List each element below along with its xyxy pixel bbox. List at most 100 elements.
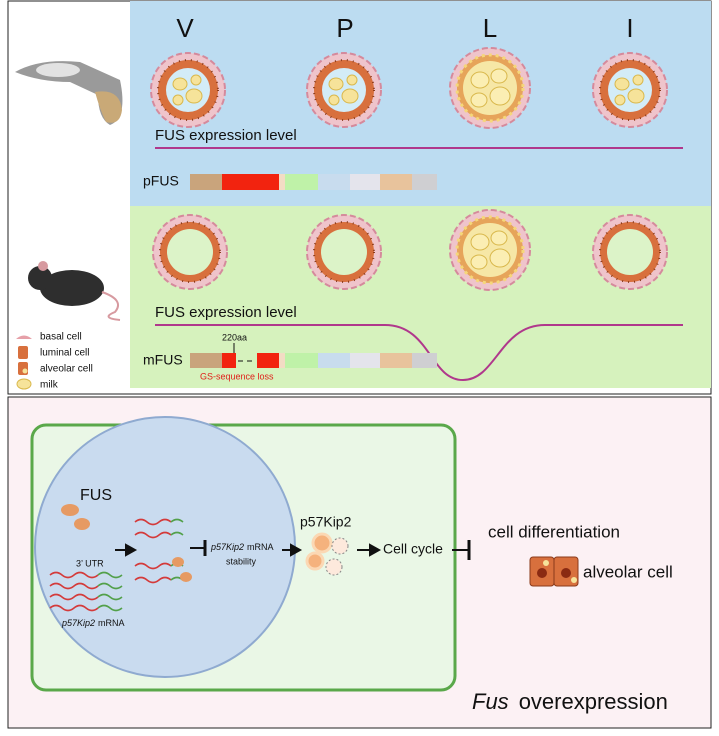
sugar-glider-icon bbox=[15, 61, 123, 125]
arrow-head bbox=[369, 543, 382, 557]
mouse-body bbox=[40, 270, 104, 306]
p57-degraded bbox=[331, 537, 349, 555]
alveolus bbox=[448, 208, 532, 292]
legend-milk-icon bbox=[16, 378, 32, 390]
domain bbox=[285, 353, 318, 368]
mrna-utr bbox=[97, 593, 123, 601]
domain bbox=[350, 353, 380, 368]
alveolus bbox=[448, 46, 532, 130]
legend-label: milk bbox=[40, 380, 59, 391]
product-label: p57Kip2 bbox=[300, 514, 352, 530]
condition-word: overexpression bbox=[519, 689, 668, 714]
alveolar-cells-icon bbox=[529, 556, 579, 587]
alveolus bbox=[592, 52, 668, 128]
p57-protein bbox=[311, 532, 333, 554]
legend-label: luminal cell bbox=[40, 348, 89, 359]
condition-label: Fus overexpression bbox=[472, 689, 668, 714]
alveolus bbox=[152, 214, 228, 290]
expression-label: FUS expression level bbox=[155, 304, 297, 321]
fus-blob bbox=[172, 557, 184, 567]
legend-luminal-icon bbox=[18, 346, 28, 359]
domain bbox=[279, 174, 285, 190]
domain bbox=[285, 174, 318, 190]
fus-blob bbox=[180, 572, 192, 582]
cell-cycle-label: Cell cycle bbox=[383, 541, 443, 557]
arrow-head bbox=[290, 543, 303, 557]
mrna-utr bbox=[170, 518, 184, 523]
mrna-coding bbox=[134, 518, 172, 526]
domain bbox=[412, 174, 437, 190]
p57-degraded bbox=[325, 558, 343, 576]
alveolus bbox=[306, 214, 382, 290]
glider-tail bbox=[95, 91, 122, 123]
legend: basal cell luminal cell alveolar cell mi… bbox=[16, 332, 93, 391]
legend-label: alveolar cell bbox=[40, 364, 93, 375]
cell-type-label: alveolar cell bbox=[583, 562, 673, 581]
domain bbox=[222, 353, 236, 368]
cell-milk bbox=[571, 577, 577, 583]
loss-label: GS-sequence loss bbox=[200, 371, 274, 381]
domain bbox=[380, 353, 412, 368]
mrna-utr bbox=[170, 531, 184, 536]
fus-blob bbox=[61, 504, 79, 516]
domain bbox=[318, 353, 350, 368]
site-label: 220aa bbox=[222, 332, 247, 342]
legend-label: basal cell bbox=[40, 332, 82, 343]
mrna-coding bbox=[49, 593, 99, 601]
cell-milk bbox=[543, 560, 549, 566]
pfus-domains bbox=[190, 174, 437, 190]
expression-line bbox=[155, 324, 683, 382]
stage-label: L bbox=[483, 13, 497, 43]
cell-nucleus bbox=[537, 568, 547, 578]
fus-protein bbox=[61, 504, 90, 530]
fus-blob bbox=[74, 518, 90, 530]
alveolus bbox=[306, 52, 382, 128]
domain bbox=[412, 353, 437, 368]
mrna-label: p57Kip2 mRNA bbox=[61, 618, 125, 628]
glider-belly bbox=[36, 63, 80, 77]
condition-gene: Fus bbox=[472, 689, 509, 714]
gene-name: p57Kip2 bbox=[61, 618, 95, 628]
p57-proteins bbox=[305, 532, 349, 576]
mrna-coding bbox=[134, 562, 172, 570]
mfus-domains bbox=[190, 353, 437, 368]
mrna-coding bbox=[134, 576, 172, 584]
domain bbox=[350, 174, 380, 190]
stability-label: p57Kip2 mRNA bbox=[210, 542, 274, 552]
alveolus bbox=[150, 52, 226, 128]
mrna-coding bbox=[49, 571, 99, 579]
fus-label: FUS bbox=[80, 487, 112, 504]
alveolus bbox=[592, 214, 668, 290]
mrna-coding bbox=[49, 582, 99, 590]
mouse-icon bbox=[28, 261, 121, 321]
mouse-head bbox=[28, 266, 52, 290]
legend-alveolar-milk bbox=[22, 368, 28, 374]
mrna-utr bbox=[97, 571, 123, 579]
stage-label: V bbox=[176, 13, 194, 43]
mrna-coding bbox=[134, 531, 172, 539]
domain bbox=[222, 174, 279, 190]
domain bbox=[279, 353, 285, 368]
gene-name: p57Kip2 bbox=[210, 542, 244, 552]
mrna-utr bbox=[97, 582, 123, 590]
legend-basal-icon bbox=[16, 335, 32, 339]
mrna-utr bbox=[97, 604, 123, 612]
protein-label: pFUS bbox=[143, 173, 179, 189]
arrow-head bbox=[125, 543, 138, 557]
domain bbox=[190, 174, 222, 190]
expression-label: FUS expression level bbox=[155, 127, 297, 144]
stability-word: stability bbox=[226, 556, 257, 566]
domain bbox=[190, 353, 222, 368]
mrna-word: mRNA bbox=[98, 618, 125, 628]
mouse-ear bbox=[38, 261, 48, 271]
mrna-coding bbox=[49, 604, 99, 612]
utr-label: 3’ UTR bbox=[76, 558, 104, 568]
domain bbox=[380, 174, 412, 190]
p57-protein bbox=[305, 551, 325, 571]
stage-label: I bbox=[626, 13, 633, 43]
arrows bbox=[115, 540, 471, 560]
mrna-stack bbox=[49, 518, 184, 612]
domain bbox=[318, 174, 350, 190]
